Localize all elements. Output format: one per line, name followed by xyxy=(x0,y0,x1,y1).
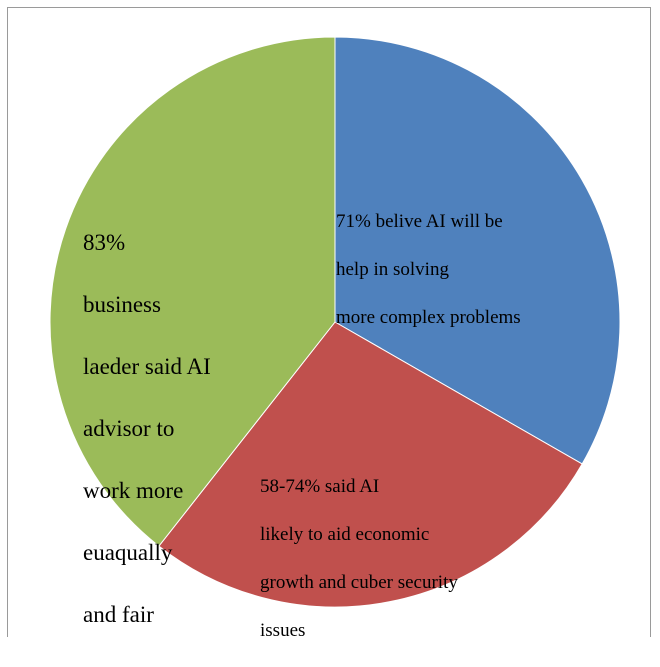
slice-label-business-leaders: 83% business laeder said AI advisor to w… xyxy=(83,230,211,627)
slice-label-ai-problem-solving: 71% belive AI will be help in solving mo… xyxy=(336,211,521,328)
pie-slice-red xyxy=(158,321,583,608)
pie-slice-blue xyxy=(334,36,621,465)
slice-label-economic-growth-security: 58-74% said AI likely to aid economic gr… xyxy=(260,476,458,641)
pie-chart xyxy=(49,36,621,608)
pie-slice-green xyxy=(49,36,336,547)
